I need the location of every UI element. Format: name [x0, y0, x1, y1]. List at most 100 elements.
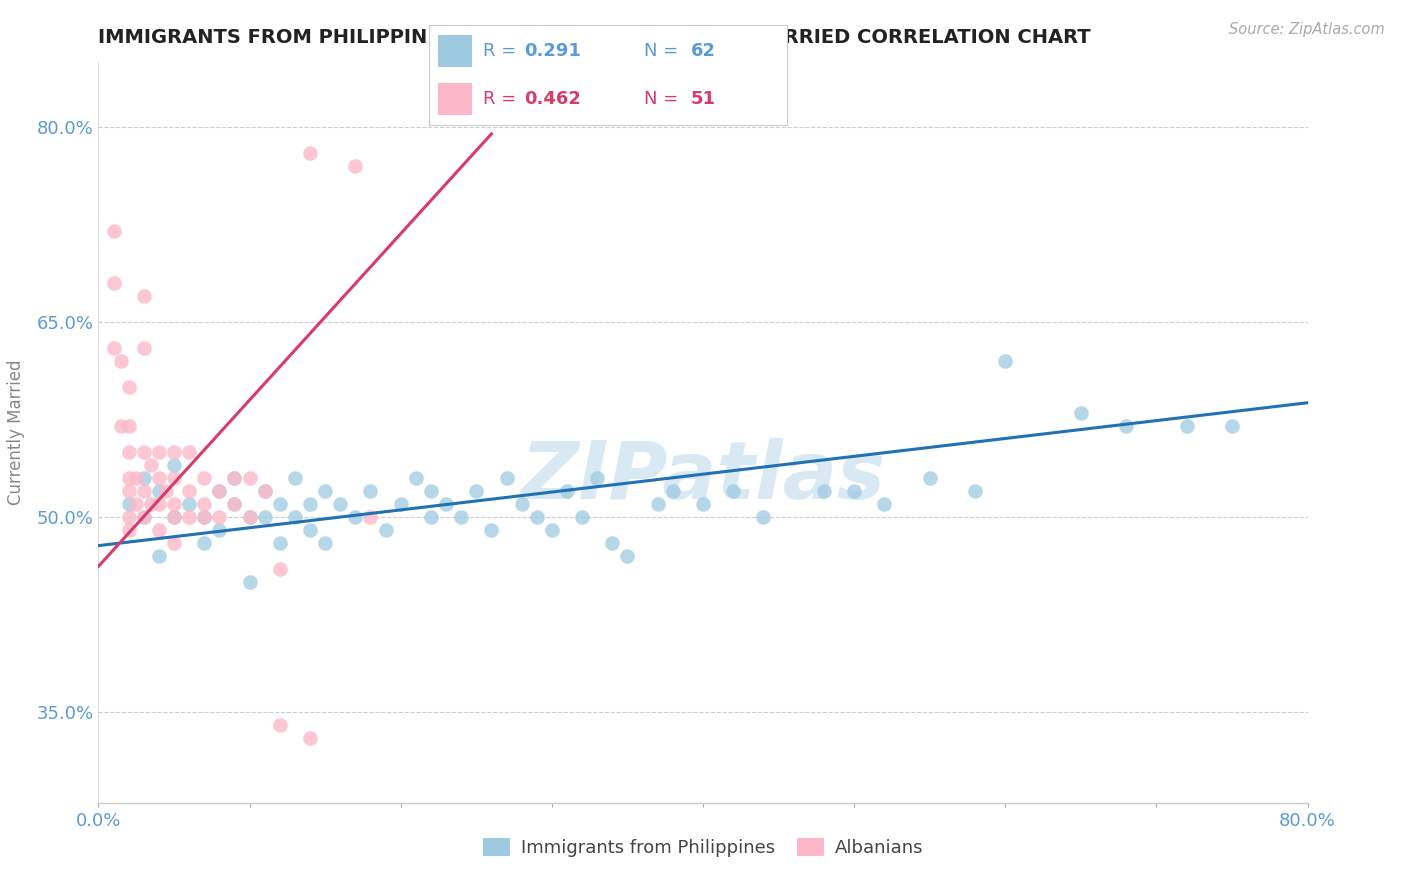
Point: [193, 471, 215, 485]
Point: [374, 523, 396, 537]
Point: [269, 497, 291, 511]
Point: [253, 484, 276, 499]
Point: [314, 536, 336, 550]
Point: [299, 523, 322, 537]
Point: [434, 497, 457, 511]
Point: [132, 289, 155, 303]
Point: [344, 159, 367, 173]
Point: [132, 484, 155, 499]
Point: [163, 536, 186, 550]
Point: [555, 484, 578, 499]
Point: [1220, 419, 1243, 434]
Point: [118, 380, 141, 394]
Text: Source: ZipAtlas.com: Source: ZipAtlas.com: [1229, 22, 1385, 37]
Point: [1115, 419, 1137, 434]
Point: [284, 471, 307, 485]
Point: [148, 484, 170, 499]
Point: [132, 510, 155, 524]
Point: [253, 484, 276, 499]
Point: [239, 510, 262, 524]
Point: [420, 484, 443, 499]
Point: [125, 497, 148, 511]
Point: [540, 107, 562, 121]
Point: [420, 510, 443, 524]
Point: [103, 224, 125, 238]
Point: [314, 484, 336, 499]
Point: [118, 484, 141, 499]
Point: [163, 458, 186, 472]
Point: [360, 484, 382, 499]
Point: [141, 458, 163, 472]
Point: [163, 471, 186, 485]
Point: [602, 536, 624, 550]
Point: [103, 277, 125, 291]
Point: [110, 419, 132, 434]
Point: [299, 731, 322, 745]
Point: [994, 354, 1017, 368]
Point: [193, 510, 215, 524]
Point: [269, 562, 291, 576]
Point: [586, 471, 609, 485]
Point: [360, 510, 382, 524]
Point: [224, 497, 246, 511]
Point: [118, 497, 141, 511]
Point: [193, 497, 215, 511]
Point: [723, 484, 745, 499]
Point: [526, 510, 548, 524]
Point: [103, 341, 125, 355]
Point: [224, 497, 246, 511]
Point: [239, 510, 262, 524]
Text: 0.462: 0.462: [524, 90, 581, 108]
Text: ZIPatlas: ZIPatlas: [520, 438, 886, 516]
Point: [1070, 406, 1092, 420]
Point: [405, 471, 427, 485]
Point: [208, 523, 231, 537]
Point: [110, 354, 132, 368]
Point: [125, 471, 148, 485]
Point: [193, 510, 215, 524]
Point: [118, 419, 141, 434]
Point: [179, 484, 201, 499]
Point: [571, 510, 593, 524]
Point: [299, 146, 322, 161]
Text: N =: N =: [644, 42, 683, 60]
Point: [118, 471, 141, 485]
Point: [495, 471, 517, 485]
Point: [148, 549, 170, 563]
Point: [148, 497, 170, 511]
Point: [918, 471, 941, 485]
Text: 62: 62: [690, 42, 716, 60]
Point: [118, 445, 141, 459]
Point: [132, 445, 155, 459]
Point: [965, 484, 987, 499]
FancyBboxPatch shape: [437, 35, 472, 67]
Point: [118, 523, 141, 537]
Point: [132, 341, 155, 355]
Point: [647, 497, 669, 511]
Point: [163, 445, 186, 459]
Legend: Immigrants from Philippines, Albanians: Immigrants from Philippines, Albanians: [475, 830, 931, 864]
Point: [450, 510, 472, 524]
Point: [329, 497, 352, 511]
Point: [224, 471, 246, 485]
Point: [163, 510, 186, 524]
Text: R =: R =: [482, 42, 522, 60]
Y-axis label: Currently Married: Currently Married: [7, 359, 25, 506]
Point: [208, 510, 231, 524]
Point: [616, 549, 638, 563]
Text: N =: N =: [644, 90, 683, 108]
Point: [299, 497, 322, 511]
Point: [148, 445, 170, 459]
Point: [873, 497, 896, 511]
Point: [510, 497, 533, 511]
Point: [661, 484, 683, 499]
Point: [163, 510, 186, 524]
Point: [253, 510, 276, 524]
Text: R =: R =: [482, 90, 522, 108]
Point: [118, 510, 141, 524]
Text: 0.291: 0.291: [524, 42, 581, 60]
Point: [465, 484, 488, 499]
Point: [239, 574, 262, 589]
Point: [540, 523, 562, 537]
Point: [141, 497, 163, 511]
